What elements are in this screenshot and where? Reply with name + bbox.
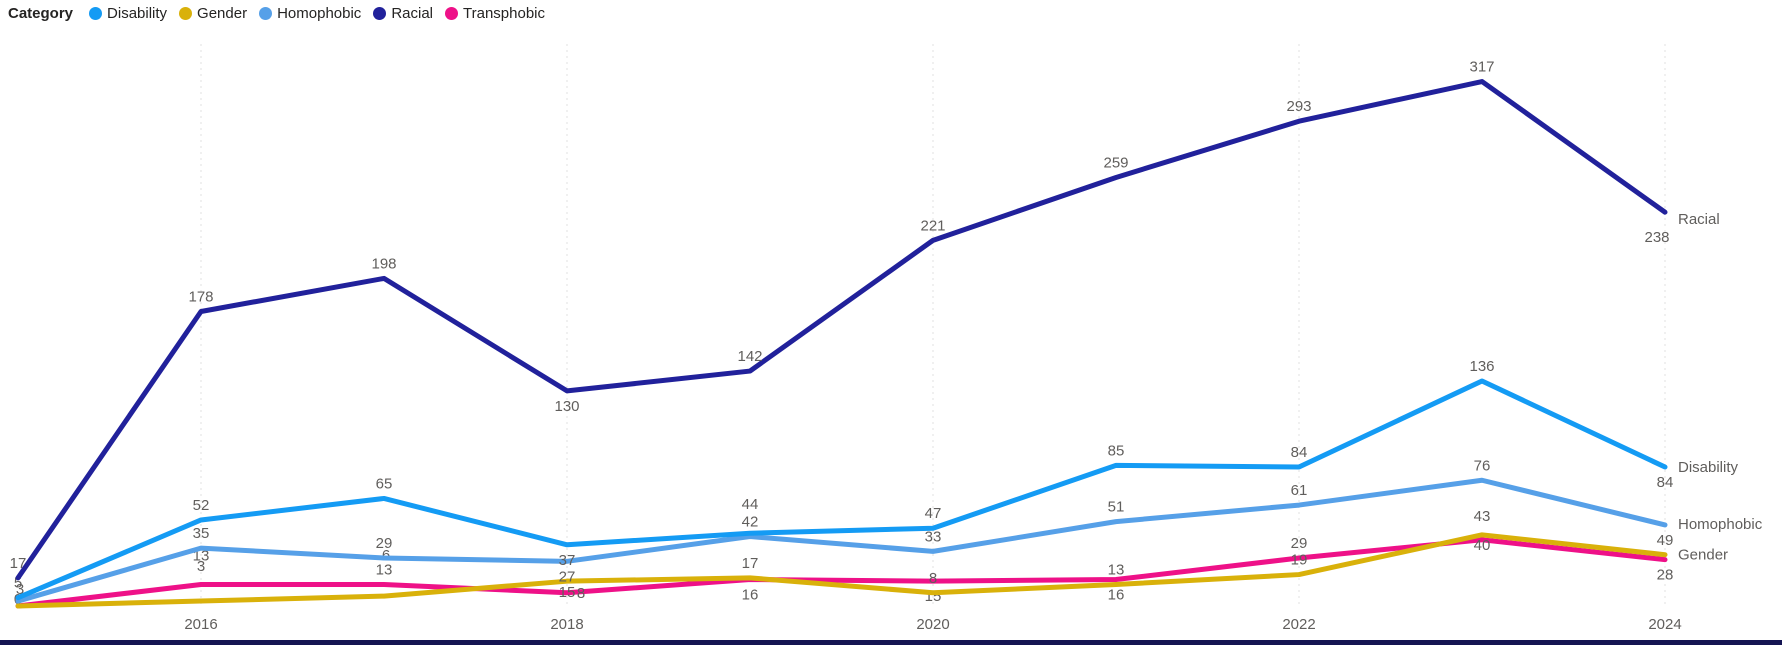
series-end-label-racial: Racial — [1678, 211, 1720, 228]
series-end-label-disability: Disability — [1678, 459, 1739, 476]
series-line-transphobic[interactable] — [15, 537, 1668, 609]
data-label-transphobic-2024: 28 — [1657, 567, 1674, 584]
legend-items: Disability Gender Homophobic Racial Transpho… — [89, 5, 557, 22]
legend-title: Category — [8, 5, 74, 22]
x-axis-label-2022: 2022 — [1282, 616, 1315, 633]
data-label-disability-2018: 37 — [559, 552, 576, 569]
legend-color-dot — [179, 7, 193, 20]
data-label-homophobic-2021: 51 — [1108, 499, 1125, 516]
data-label-disability-2017: 65 — [376, 475, 393, 492]
data-label-homophobic-2016: 35 — [193, 525, 210, 542]
data-label-transphobic-2021: 16 — [1108, 587, 1125, 604]
data-label-disability-2015: 5 — [14, 575, 22, 592]
legend-item-label: Disability — [107, 5, 168, 22]
data-label-disability-2016: 52 — [193, 497, 210, 514]
data-label-racial-2023: 317 — [1469, 59, 1494, 76]
data-label-homophobic-2023: 76 — [1474, 457, 1491, 474]
data-label-gender-2020: 8 — [929, 570, 937, 587]
data-label-disability-2024: 84 — [1657, 474, 1674, 491]
legend-color-dot — [445, 7, 458, 20]
data-label-gender-2019: 17 — [742, 555, 759, 572]
legend-item-label: Racial — [391, 5, 433, 22]
legend-color-dot — [259, 7, 273, 20]
data-label-disability-2019: 44 — [742, 496, 759, 513]
legend-item-label: Transphobic — [463, 5, 545, 22]
data-label-racial-2016: 178 — [188, 288, 213, 305]
legend-item-transphobic[interactable]: Transphobic — [445, 5, 545, 22]
series-line-disability[interactable] — [15, 378, 1668, 601]
data-label-racial-2015: 17 — [10, 555, 27, 572]
data-label-disability-2020: 47 — [925, 505, 942, 522]
data-label-transphobic-2023: 40 — [1474, 537, 1491, 554]
data-label-homophobic-2018: 27 — [559, 568, 576, 585]
data-label-racial-2018: 130 — [554, 398, 579, 415]
series-end-label-homophobic: Homophobic — [1678, 516, 1763, 533]
data-label-transphobic-2019: 16 — [742, 587, 759, 604]
data-label-gender-2018: 15 — [559, 584, 576, 601]
data-label-homophobic-2024: 49 — [1657, 532, 1674, 549]
data-label-gender-2023: 43 — [1474, 508, 1491, 525]
data-label-homophobic-2022: 61 — [1291, 482, 1308, 499]
legend-item-racial[interactable]: Racial — [373, 5, 433, 22]
legend-color-dot — [373, 7, 387, 20]
data-label-homophobic-2017: 29 — [376, 535, 393, 552]
legend-item-label: Gender — [197, 5, 248, 22]
data-label-racial-2017: 198 — [371, 255, 396, 272]
x-axis-label-2024: 2024 — [1648, 616, 1681, 633]
legend-item-homophobic[interactable]: Homophobic — [259, 5, 361, 22]
data-label-racial-2022: 293 — [1286, 98, 1311, 115]
data-label-racial-2020: 221 — [920, 217, 945, 234]
data-label-disability-2023: 136 — [1469, 358, 1494, 375]
data-label-homophobic-2019: 42 — [742, 514, 759, 531]
x-axis-label-2020: 2020 — [916, 616, 949, 633]
data-label-racial-2021: 259 — [1103, 154, 1128, 171]
data-label-disability-2022: 84 — [1291, 444, 1308, 461]
data-label-racial-2019: 142 — [737, 348, 762, 365]
data-label-homophobic-2020: 33 — [925, 528, 942, 545]
legend-item-disability[interactable]: Disability — [89, 5, 167, 22]
bottom-edge-bar — [0, 640, 1782, 645]
x-axis-label-2016: 2016 — [184, 616, 217, 633]
x-axis-label-2018: 2018 — [550, 616, 583, 633]
legend-color-dot — [89, 7, 103, 20]
data-label-gender-2016: 3 — [197, 558, 205, 575]
data-label-gender-2021: 13 — [1108, 561, 1125, 578]
data-label-transphobic-2017: 13 — [376, 561, 393, 578]
series-line-racial[interactable] — [15, 79, 1668, 581]
series-line-gender[interactable] — [15, 532, 1668, 609]
data-label-racial-2024: 238 — [1644, 229, 1669, 246]
series-end-label-gender: Gender — [1678, 547, 1728, 564]
data-label-gender-2022: 19 — [1291, 552, 1308, 569]
data-label-transphobic-2022: 29 — [1291, 535, 1308, 552]
series-line-homophobic[interactable] — [15, 477, 1668, 604]
data-label-homophobic-2015: 3 — [16, 581, 24, 598]
data-label-disability-2021: 85 — [1108, 442, 1125, 459]
data-label-transphobic-2018: 8 — [577, 585, 585, 602]
legend: Category Disability Gender Homophobic Racia… — [8, 5, 557, 22]
legend-item-label: Homophobic — [277, 5, 362, 22]
legend-item-gender[interactable]: Gender — [179, 5, 247, 22]
